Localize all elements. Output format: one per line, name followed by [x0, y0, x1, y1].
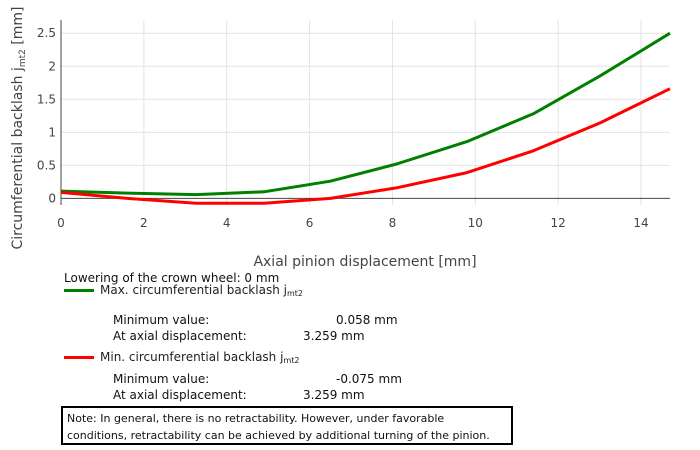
y-axis-title: Circumferential backlash jmt2 [mm] — [10, 6, 28, 249]
y-axis-title-sub: mt2 — [18, 49, 28, 67]
min-min-value: -0.075 mm — [336, 372, 402, 386]
x-tick-label: 10 — [468, 216, 483, 230]
legend-min-label: Min. circumferential backlash jmt2 — [100, 350, 299, 365]
max-min-value-label: Minimum value: — [113, 313, 210, 327]
legend-max-label: Max. circumferential backlash jmt2 — [100, 283, 303, 298]
x-tick-label: 2 — [140, 216, 148, 230]
max-min-value: 0.058 mm — [336, 313, 398, 327]
legend-max-sub: mt2 — [286, 289, 303, 298]
y-tick-label: 0.5 — [37, 158, 56, 172]
note-box: Note: In general, there is no retractabi… — [61, 406, 513, 445]
x-tick-label: 12 — [551, 216, 566, 230]
x-tick-label: 14 — [633, 216, 648, 230]
series-max-line — [60, 31, 671, 197]
y-axis-title-unit: [mm] — [10, 6, 26, 49]
tick-labels: 0 2 4 6 8 10 12 14 0 0.5 1 1.5 2 2.5 — [37, 26, 649, 230]
min-min-value-label: Minimum value: — [113, 372, 210, 386]
y-tick-label: 1 — [48, 125, 56, 139]
x-tick-label: 6 — [306, 216, 314, 230]
series-min-line — [60, 87, 671, 205]
legend-max-text: Max. circumferential backlash j — [100, 283, 287, 297]
max-at-axial-label: At axial displacement: — [113, 329, 247, 343]
max-at-axial-value: 3.259 mm — [303, 329, 365, 343]
legend-max: Max. circumferential backlash jmt2 — [64, 283, 303, 298]
y-axis-title-main: Circumferential backlash j — [10, 67, 26, 249]
y-tick-label: 0 — [48, 191, 56, 205]
axes — [60, 20, 670, 205]
y-tick-label: 1.5 — [37, 92, 56, 106]
x-tick-label: 0 — [57, 216, 65, 230]
chart: 0 2 4 6 8 10 12 14 0 0.5 1 1.5 2 2.5 Axial pinion dis… — [10, 6, 671, 270]
legend-min-text: Min. circumferential backlash j — [100, 350, 284, 364]
lowering-text: Lowering of the crown wheel: 0 mm — [64, 271, 280, 285]
legend-min: Min. circumferential backlash jmt2 — [64, 350, 299, 365]
min-at-axial-label: At axial displacement: — [113, 388, 247, 402]
legend-max-swatch — [64, 289, 94, 292]
x-tick-label: 8 — [389, 216, 397, 230]
min-at-axial-value: 3.259 mm — [303, 388, 365, 402]
y-tick-label: 2.5 — [37, 26, 56, 40]
x-axis-title: Axial pinion displacement [mm] — [253, 254, 476, 270]
x-tick-label: 4 — [223, 216, 231, 230]
series-layer — [60, 31, 671, 205]
legend-min-swatch — [64, 356, 94, 359]
legend-min-sub: mt2 — [283, 356, 300, 365]
y-tick-label: 2 — [48, 59, 56, 73]
grid — [61, 20, 670, 205]
